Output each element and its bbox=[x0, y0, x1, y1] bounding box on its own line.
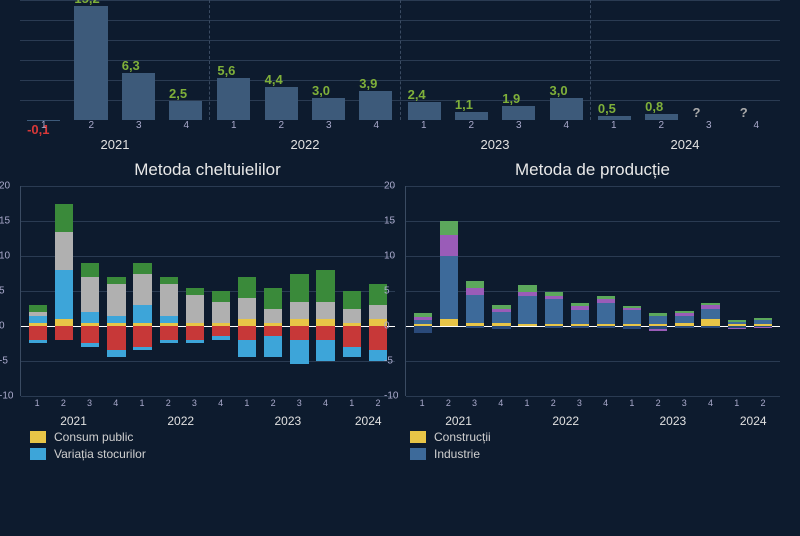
plot-left: -10-505101520 bbox=[20, 186, 395, 396]
bottom-panels: Metoda cheltuielilor -10-505101520 12342… bbox=[0, 150, 800, 430]
xaxis-right: 123420211234202212342023122024 bbox=[405, 396, 780, 426]
panel-left-title: Metoda cheltuielilor bbox=[20, 160, 395, 180]
panel-right-title: Metoda de producție bbox=[405, 160, 780, 180]
plot-right: -10-505101520 bbox=[405, 186, 780, 396]
xaxis-left: 123420211234202212342023122024 bbox=[20, 396, 395, 426]
panel-expenditure: Metoda cheltuielilor -10-505101520 12342… bbox=[20, 160, 395, 430]
panel-production: Metoda de producție -10-505101520 123420… bbox=[405, 160, 780, 430]
